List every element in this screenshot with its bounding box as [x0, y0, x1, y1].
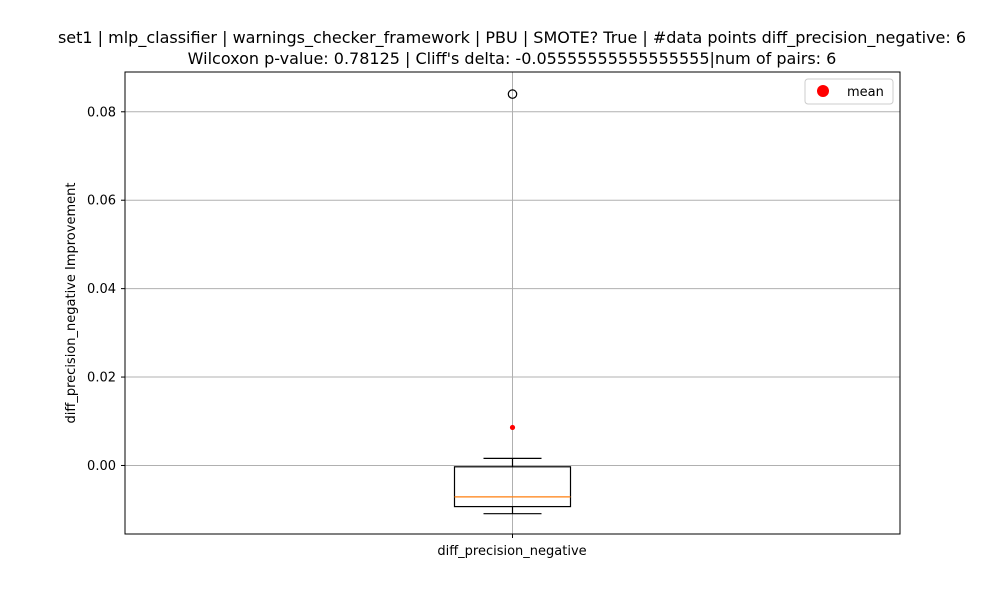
- chart-subtitle: Wilcoxon p-value: 0.78125 | Cliff's delt…: [188, 49, 837, 68]
- y-tick-label: 0.04: [87, 282, 116, 297]
- y-tick-label: 0.02: [87, 371, 116, 386]
- legend: mean: [804, 78, 894, 105]
- x-tick-label: diff_precision_negative: [437, 544, 586, 559]
- grid-layer: [125, 72, 900, 534]
- y-axis-label: diff_precision_negative Improvement: [64, 183, 79, 424]
- legend-mean-marker: [817, 85, 829, 97]
- y-tick-label: 0.08: [87, 105, 116, 120]
- legend-mean-label: mean: [847, 85, 884, 100]
- chart-title: set1 | mlp_classifier | warnings_checker…: [58, 28, 966, 48]
- box-plot: [453, 89, 572, 515]
- mean-point: [509, 424, 516, 431]
- y-tick-label: 0.06: [87, 194, 116, 209]
- y-tick-label: 0.00: [87, 459, 116, 474]
- y-axis-ticks: 0.00 0.02 0.04 0.06 0.08: [87, 105, 513, 538]
- box-iqr: [453, 466, 572, 508]
- outlier-point: [507, 89, 518, 99]
- legend-frame: [804, 78, 894, 105]
